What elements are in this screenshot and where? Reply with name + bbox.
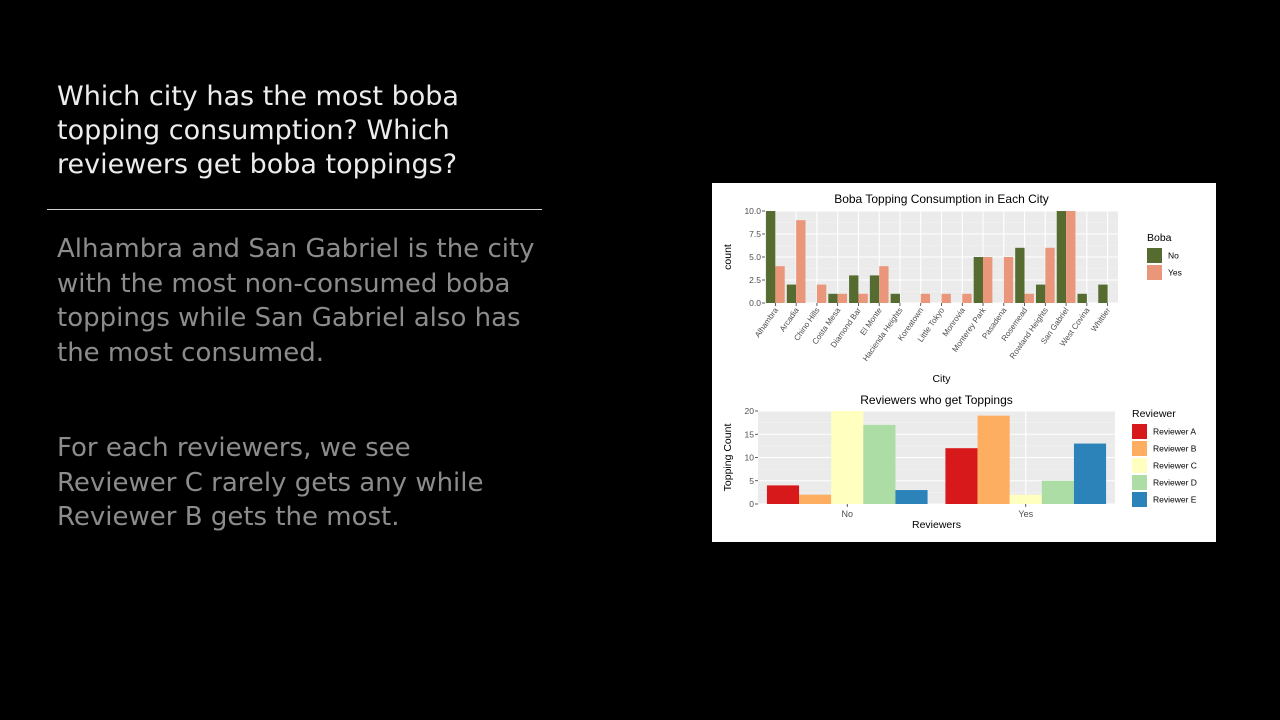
bar-yes-reviewer-d <box>1041 480 1074 504</box>
y-axis-label: count <box>722 244 734 270</box>
bar-pasadena-yes <box>1003 257 1014 303</box>
paragraph-city-finding: Alhambra and San Gabriel is the city wit… <box>57 234 535 368</box>
bar-yes-reviewer-b <box>977 415 1010 504</box>
bar-el-monte-no <box>869 275 880 303</box>
legend-title: Boba <box>1147 232 1172 244</box>
legend-label-yes: Yes <box>1168 268 1182 278</box>
bar-koreatown-yes <box>920 293 931 303</box>
bar-el-monte-yes <box>879 266 889 303</box>
slide-title: Which city has the most boba topping con… <box>57 81 459 180</box>
y-tick-label: 20 <box>745 406 755 416</box>
legend-key-reviewer-e <box>1132 492 1147 507</box>
bar-alhambra-no <box>766 211 776 303</box>
legend-label-reviewer-a: Reviewer A <box>1153 427 1196 437</box>
y-tick-label: 5.0 <box>749 252 761 262</box>
legend-label-reviewer-d: Reviewer D <box>1153 478 1197 488</box>
bar-diamond-bar-yes <box>858 293 868 303</box>
chart-title: Boba Topping Consumption in Each City <box>834 192 1049 206</box>
bar-arcadia-no <box>786 284 797 303</box>
legend-key-yes <box>1147 265 1162 280</box>
legend-key-no <box>1147 248 1162 263</box>
bar-no-reviewer-b <box>799 494 832 504</box>
x-tick-label: Alhambra <box>753 306 780 340</box>
bar-whittier-no <box>1098 284 1108 303</box>
bar-little-tokyo-yes <box>941 293 951 303</box>
legend-key-reviewer-c <box>1132 458 1147 473</box>
bar-diamond-bar-no <box>849 275 859 303</box>
legend-title: Reviewer <box>1132 408 1176 420</box>
paragraph-reviewer-finding: For each reviewers, we see Reviewer C ra… <box>57 433 484 532</box>
y-tick-label: 15 <box>745 429 755 439</box>
x-tick-label: Yes <box>1018 509 1033 519</box>
x-axis-label: Reviewers <box>912 519 961 531</box>
bar-chino-hills-yes <box>816 284 827 303</box>
bar-rosemead-yes <box>1024 293 1034 303</box>
bar-yes-reviewer-e <box>1073 443 1107 504</box>
x-axis-label: City <box>932 373 951 385</box>
x-tick-label: No <box>841 509 853 519</box>
bar-san-gabriel-yes <box>1066 211 1076 303</box>
bar-rowland-heights-no <box>1035 284 1046 303</box>
title-divider <box>47 209 542 210</box>
y-tick-label: 7.5 <box>749 229 761 239</box>
bar-san-gabriel-no <box>1056 211 1067 303</box>
legend-key-reviewer-a <box>1132 424 1147 439</box>
bar-hacienda-heights-no <box>890 293 900 303</box>
y-tick-label: 10.0 <box>744 206 761 216</box>
bar-no-reviewer-e <box>895 490 928 504</box>
legend-key-reviewer-b <box>1132 441 1147 456</box>
bar-monterey-park-no <box>973 257 984 303</box>
legend-label-reviewer-b: Reviewer B <box>1153 444 1197 454</box>
bar-monterey-park-yes <box>983 257 993 303</box>
bar-no-reviewer-c <box>831 411 864 504</box>
bar-yes-reviewer-c <box>1009 494 1042 504</box>
legend-key-reviewer-d <box>1132 475 1147 490</box>
bar-alhambra-yes <box>775 266 785 303</box>
chart-2: 0 5 10 15 20 No Yes Reviewers who get Toppings R… <box>722 393 1197 531</box>
bar-monrovia-yes <box>962 293 972 303</box>
y-tick-label: 10 <box>745 453 755 463</box>
bar-rowland-heights-yes <box>1045 247 1055 303</box>
x-tick-label: Whittier <box>1089 306 1112 334</box>
bar-costa-mesa-yes <box>837 293 848 303</box>
legend-label-reviewer-e: Reviewer E <box>1153 495 1197 505</box>
y-tick-label: 2.5 <box>749 275 761 285</box>
bar-rosemead-no <box>1015 247 1025 303</box>
bar-no-reviewer-a <box>766 485 800 504</box>
y-axis-label: Topping Count <box>722 424 734 492</box>
bar-no-reviewer-d <box>863 424 896 504</box>
y-tick-label: 5 <box>749 476 754 486</box>
y-tick-label: 0.0 <box>749 298 761 308</box>
legend-label-reviewer-c: Reviewer C <box>1153 461 1197 471</box>
bar-costa-mesa-no <box>828 293 838 303</box>
bar-arcadia-yes <box>796 220 806 303</box>
legend-label-no: No <box>1168 251 1179 261</box>
chart-title: Reviewers who get Toppings <box>860 393 1013 407</box>
chart-figure: 0.0 2.5 5.0 7.5 10.0 Alhambra Arcadia Chino Hil… <box>712 183 1216 542</box>
bar-yes-reviewer-a <box>945 448 978 504</box>
y-tick-label: 0 <box>749 499 754 509</box>
bar-west-covina-no <box>1077 293 1087 303</box>
